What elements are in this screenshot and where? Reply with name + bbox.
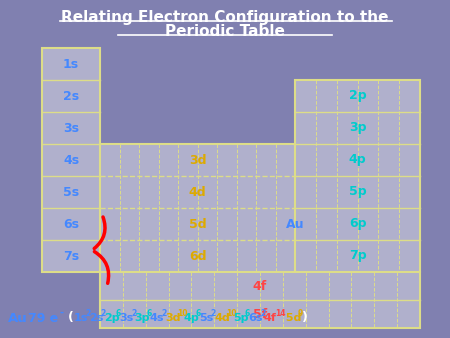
- Text: 14: 14: [275, 310, 286, 318]
- Text: 7s: 7s: [63, 249, 79, 263]
- Text: 6d: 6d: [189, 249, 206, 263]
- FancyArrowPatch shape: [94, 251, 108, 283]
- Text: 3p: 3p: [349, 121, 366, 135]
- Text: 10: 10: [177, 310, 187, 318]
- Text: 7p: 7p: [349, 249, 366, 263]
- Bar: [100, 272, 420, 328]
- Bar: [42, 48, 100, 272]
- Text: Au: Au: [286, 217, 304, 231]
- Text: Au: Au: [8, 312, 28, 324]
- Text: 2p: 2p: [104, 313, 120, 323]
- Text: 2s: 2s: [63, 90, 79, 102]
- Text: 4s: 4s: [63, 153, 79, 167]
- Text: 5s: 5s: [199, 313, 213, 323]
- Text: 1s: 1s: [74, 313, 88, 323]
- Text: 4p: 4p: [349, 153, 366, 167]
- Text: 2: 2: [131, 310, 136, 318]
- Text: (: (: [68, 312, 74, 324]
- Text: 6s: 6s: [63, 217, 79, 231]
- Bar: [100, 144, 295, 272]
- Text: 6: 6: [196, 310, 201, 318]
- Text: 5f: 5f: [253, 308, 267, 320]
- Text: 2: 2: [86, 310, 91, 318]
- Text: 6p: 6p: [349, 217, 366, 231]
- Text: 4s: 4s: [150, 313, 165, 323]
- FancyArrowPatch shape: [94, 217, 105, 248]
- Text: Periodic Table: Periodic Table: [165, 24, 285, 39]
- Text: 2p: 2p: [349, 90, 366, 102]
- Text: 3p: 3p: [135, 313, 150, 323]
- Text: 2: 2: [211, 310, 216, 318]
- Text: 6: 6: [116, 310, 121, 318]
- Text: 5s: 5s: [63, 186, 79, 198]
- Text: 3d: 3d: [189, 153, 206, 167]
- Text: 1s: 1s: [63, 57, 79, 71]
- Text: 4f: 4f: [253, 280, 267, 292]
- Text: 3s: 3s: [120, 313, 134, 323]
- Text: 9: 9: [298, 310, 303, 318]
- Text: 4d: 4d: [189, 186, 206, 198]
- Text: 6: 6: [146, 310, 152, 318]
- Text: 2: 2: [260, 310, 265, 318]
- Text: 10: 10: [226, 310, 237, 318]
- Bar: [295, 80, 420, 272]
- Text: 5p: 5p: [349, 186, 366, 198]
- Text: 4d: 4d: [214, 313, 230, 323]
- Text: 2: 2: [101, 310, 106, 318]
- Text: 6s: 6s: [248, 313, 263, 323]
- Text: 4p: 4p: [184, 313, 200, 323]
- Text: 5d: 5d: [189, 217, 206, 231]
- Text: -: -: [60, 308, 64, 318]
- Text: 3s: 3s: [63, 121, 79, 135]
- Text: 79 e: 79 e: [28, 312, 58, 324]
- Text: 2: 2: [162, 310, 167, 318]
- Text: 6: 6: [245, 310, 250, 318]
- Text: 4f: 4f: [264, 313, 276, 323]
- Text: 2s: 2s: [89, 313, 104, 323]
- Text: 3d: 3d: [165, 313, 181, 323]
- Text: ): ): [302, 312, 307, 324]
- Text: 5p: 5p: [233, 313, 249, 323]
- Text: 5d: 5d: [283, 313, 302, 323]
- Text: Relating Electron Configuration to the: Relating Electron Configuration to the: [61, 10, 389, 25]
